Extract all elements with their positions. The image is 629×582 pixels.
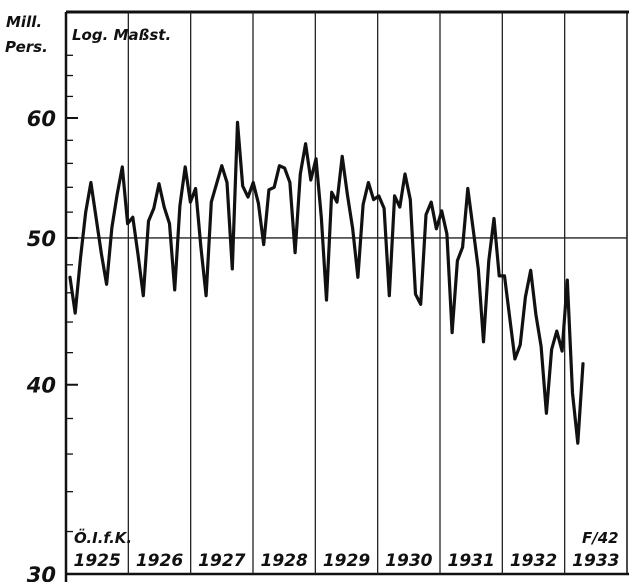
year-label: 1927 xyxy=(198,551,245,571)
year-label: 1929 xyxy=(323,551,370,571)
year-label: 1928 xyxy=(261,551,308,571)
year-labels: 1925 1926 1927 1928 1929 1930 1931 1932 1933 xyxy=(74,551,620,571)
y-tick-label: 30 xyxy=(27,563,56,582)
year-label: 1932 xyxy=(510,551,557,571)
year-label: 1930 xyxy=(385,551,432,571)
year-label: 1931 xyxy=(448,551,495,571)
year-label: 1925 xyxy=(74,551,121,571)
y-tick-label: 50 xyxy=(27,227,56,251)
scale-note: Log. Maßst. xyxy=(72,26,171,44)
y-tick-labels: 30 40 50 60 xyxy=(26,107,56,582)
minor-ticks xyxy=(66,54,78,575)
year-label: 1926 xyxy=(136,551,183,571)
y-tick-label: 40 xyxy=(26,374,56,398)
ylabel-line-1: Mill. xyxy=(6,13,42,31)
ylabel-line-2: Pers. xyxy=(5,38,48,56)
year-gridlines xyxy=(127,12,566,574)
series-line xyxy=(68,120,585,445)
year-label: 1933 xyxy=(572,551,619,571)
source-left: Ö.I.f.K. xyxy=(74,528,132,547)
y-tick-label: 60 xyxy=(27,107,56,131)
source-right: F/42 xyxy=(582,529,619,547)
